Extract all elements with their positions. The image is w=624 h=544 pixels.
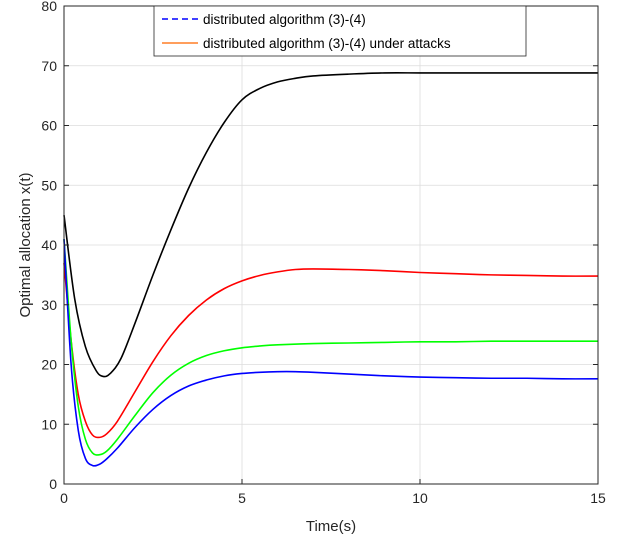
legend-entry-under-attacks: distributed algorithm (3)-(4) under atta… (203, 36, 451, 51)
x-axis-label: Time(s) (306, 518, 356, 535)
x-tick-label: 10 (412, 490, 428, 506)
y-tick-label: 50 (41, 177, 57, 193)
y-tick-label: 40 (41, 237, 57, 253)
x-tick-label: 5 (238, 490, 246, 506)
series-line-2 (63, 238, 598, 456)
legend: distributed algorithm (3)-(4) distribute… (153, 5, 527, 57)
series-line-1 (63, 262, 599, 439)
legend-entry-distributed: distributed algorithm (3)-(4) (203, 12, 366, 27)
x-tick-label: 15 (590, 490, 606, 506)
series-layer (63, 72, 599, 467)
y-tick-label: 70 (41, 58, 57, 74)
y-tick-label: 10 (41, 416, 57, 432)
axis-ticks (63, 5, 599, 485)
series-line-0 (63, 72, 598, 378)
y-tick-label: 80 (41, 0, 57, 14)
y-tick-label: 0 (49, 476, 57, 492)
y-tick-label: 30 (41, 297, 57, 313)
series-line-3 (63, 238, 599, 467)
grid-lines (64, 6, 598, 484)
y-axis-label: Optimal allocation x(t) (17, 172, 34, 317)
x-tick-label: 0 (60, 490, 68, 506)
y-tick-label: 20 (41, 357, 57, 373)
axis-tick-labels: 0 5 10 15 0 10 20 30 40 50 60 70 80 (41, 0, 606, 506)
legend-box (153, 5, 527, 57)
y-tick-label: 60 (41, 118, 57, 134)
